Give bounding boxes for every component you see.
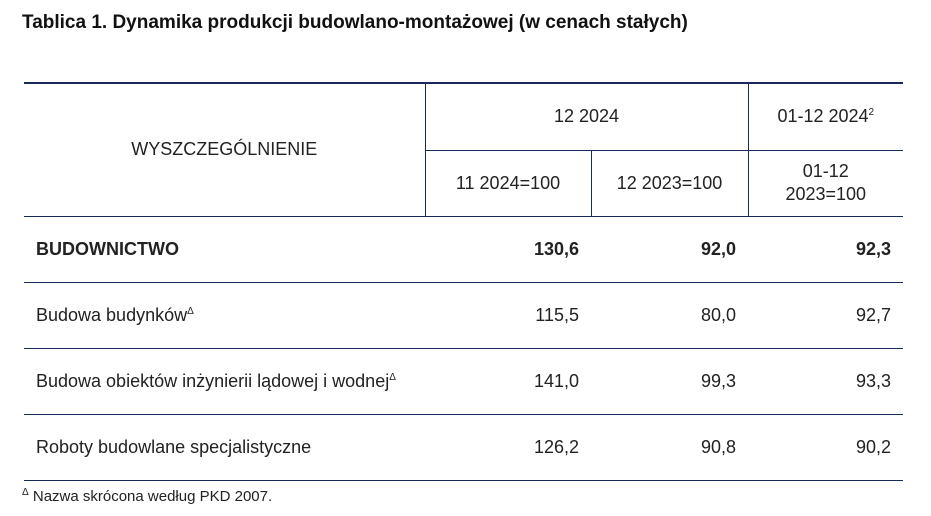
row-label: Budowa budynkówΔ xyxy=(36,304,396,327)
row-label: Roboty budowlane specjalistyczne xyxy=(36,436,396,459)
value-cell: 90,2 xyxy=(748,414,904,481)
row-label-cell: Roboty budowlane specjalistyczne xyxy=(24,414,425,481)
sub-header-text: 01-12 2023=100 xyxy=(785,160,867,204)
row-label-cell: Budowa obiektów inżynierii lądowej i wod… xyxy=(24,348,425,415)
value-cell: 141,0 xyxy=(425,348,591,415)
value-cell: 80,0 xyxy=(591,282,749,349)
row-label: BUDOWNICTWO xyxy=(36,238,396,261)
value-cell: 115,5 xyxy=(425,282,591,349)
table-row: BUDOWNICTWO 130,6 92,0 92,3 xyxy=(24,216,904,283)
sub-header: 12 2023=100 xyxy=(590,150,749,217)
row-label-cell: BUDOWNICTWO xyxy=(24,216,425,283)
value-cell: 92,0 xyxy=(591,216,749,283)
header-group: 12 2024 xyxy=(424,82,749,151)
value-cell: 126,2 xyxy=(425,414,591,481)
footnote: Δ Nazwa skrócona według PKD 2007. xyxy=(22,487,272,505)
value-cell: 92,3 xyxy=(748,216,904,283)
row-label-text: Budowa budynków xyxy=(36,304,188,325)
row-label: Budowa obiektów inżynierii lądowej i wod… xyxy=(36,370,396,393)
row-label-text: BUDOWNICTWO xyxy=(36,238,179,259)
table-body: BUDOWNICTWO 130,6 92,0 92,3 Budowa budynkówΔ… xyxy=(24,216,904,481)
value-cell: 92,7 xyxy=(748,282,904,349)
value-cell: 90,8 xyxy=(591,414,749,481)
value-cell: 130,6 xyxy=(425,216,591,283)
table-row: Roboty budowlane specjalistyczne 126,2 90,… xyxy=(24,414,904,481)
data-table: WYSZCZEGÓLNIENIE 12 2024 01-12 20242 11 … xyxy=(24,82,904,481)
row-label-text: Budowa obiektów inżynierii lądowej i wod… xyxy=(36,370,390,391)
sub-header: 01-12 2023=100 xyxy=(747,150,904,217)
table-row: Budowa budynkówΔ 115,5 80,0 92,7 xyxy=(24,282,904,349)
note-mark: Δ xyxy=(389,371,396,383)
sub-header: 11 2024=100 xyxy=(424,150,591,217)
row-label-cell: Budowa budynkówΔ xyxy=(24,282,425,349)
header-text: 01-12 2024 xyxy=(777,106,869,127)
value-cell: 99,3 xyxy=(591,348,749,415)
row-label-text: Roboty budowlane specjalistyczne xyxy=(36,436,312,457)
table-title: Tablica 1. Dynamika produkcji budowlano-… xyxy=(22,12,688,33)
value-cell: 93,3 xyxy=(748,348,904,415)
note-mark: Δ xyxy=(22,487,29,498)
footnote-text: Nazwa skrócona według PKD 2007. xyxy=(32,488,273,505)
header-group: 01-12 20242 xyxy=(747,82,904,151)
note-mark: 2 xyxy=(868,107,875,119)
header-label: WYSZCZEGÓLNIENIE xyxy=(24,82,425,217)
table-row: Budowa obiektów inżynierii lądowej i wod… xyxy=(24,348,904,415)
note-mark: Δ xyxy=(187,305,194,317)
